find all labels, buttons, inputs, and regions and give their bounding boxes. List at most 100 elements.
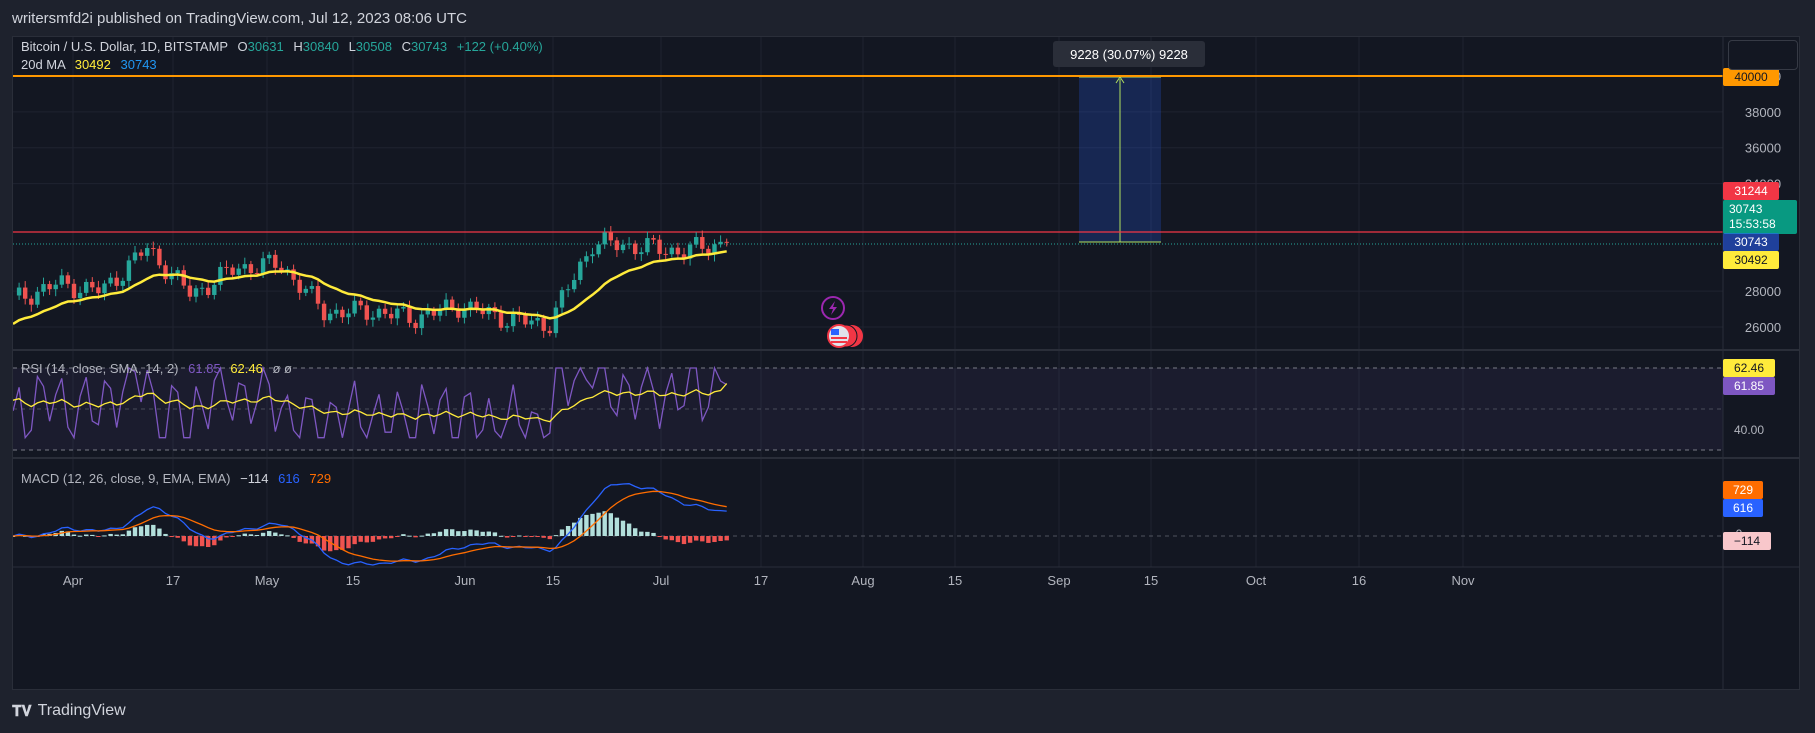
time-axis-tick: Apr	[63, 573, 84, 588]
macd-hist-bar	[267, 531, 272, 536]
macd-hist-bar	[370, 536, 376, 542]
candle-body	[401, 307, 406, 309]
macd-hist-bar	[77, 535, 83, 537]
macd-hist-bar	[297, 536, 302, 542]
macd-hist-bar	[651, 532, 656, 536]
candle-body	[102, 283, 107, 294]
countdown-badge: 15:53:58	[1729, 217, 1776, 231]
macd-hist-bar	[169, 536, 174, 537]
candle-body	[724, 241, 729, 243]
macd-hist-bar	[492, 532, 498, 536]
macd-hist-bar	[645, 531, 650, 536]
macd-hist-bar	[248, 534, 254, 536]
candle-body	[273, 254, 278, 268]
macd-hist-bar	[687, 536, 693, 543]
ma-legend: 20d MA 30492 30743	[21, 57, 157, 72]
events[interactable]	[821, 296, 863, 348]
candle-body	[450, 299, 455, 309]
footer: 𝐓𝐕 TradingView	[12, 699, 126, 723]
macd-signal-badge-bg	[1723, 481, 1763, 499]
candle-body	[187, 285, 193, 297]
time-axis[interactable]: Apr 17 May 15 Jun 15 Jul 17 Aug 15 Sep 15 Oct 16 Nov	[63, 573, 1475, 588]
flag-canton	[831, 329, 839, 335]
macd-hist-badge: −114	[1734, 534, 1760, 548]
candle-body	[291, 269, 296, 280]
macd-hist-bar	[236, 535, 241, 537]
macd-hist-bar	[138, 526, 144, 536]
macd-hist-bar	[212, 536, 217, 546]
rsi-sma-line	[13, 383, 728, 423]
macd-hist-bar	[602, 511, 607, 536]
candle-body	[35, 291, 40, 305]
time-axis-tick: May	[255, 573, 280, 588]
candle-body	[633, 243, 638, 255]
macd-line	[13, 483, 727, 566]
macd-hist-bar	[480, 531, 485, 536]
macd-hist-bar	[358, 536, 363, 542]
candle-body	[59, 275, 64, 285]
candle-body	[16, 287, 22, 296]
macd-hist-bar	[23, 535, 28, 537]
time-axis-tick: 15	[546, 573, 560, 588]
macd-hist-bar	[498, 535, 504, 537]
candle-body	[608, 232, 613, 241]
macd-hist-bar	[71, 534, 77, 536]
candle-body	[248, 264, 254, 274]
candle-body	[675, 247, 681, 255]
rsi-axis-tick: 40.00	[1734, 423, 1764, 437]
candle-body	[596, 244, 601, 255]
rsi-legend: RSI (14, close, SMA, 14, 2) 61.85 62.46 …	[21, 361, 292, 376]
candle-body	[297, 279, 302, 293]
main-legend[interactable]: Bitcoin / U.S. Dollar, 1D, BITSTAMP O306…	[21, 39, 543, 486]
macd-hist-bar	[291, 536, 296, 538]
brand-text: TradingView	[37, 702, 126, 719]
macd-hist-bar	[395, 536, 400, 537]
price-axis-tick: 28000	[1745, 284, 1781, 299]
candle-body	[218, 266, 223, 285]
candle-body	[321, 303, 327, 321]
macd-hist-bar	[523, 536, 528, 537]
candle-body	[413, 322, 418, 329]
candle-body	[364, 305, 369, 320]
candle-body	[279, 267, 284, 271]
macd-hist-bar	[535, 536, 540, 537]
close-badge-bg	[1723, 233, 1779, 251]
candle-body	[443, 299, 449, 310]
macd-hist-bar	[321, 536, 327, 551]
candle-body	[254, 273, 260, 275]
candle-body	[346, 313, 351, 318]
macd-hist-bar	[626, 523, 632, 536]
time-axis-tick: 16	[1352, 573, 1366, 588]
chart-settings-box[interactable]	[1728, 40, 1798, 70]
candle-body	[230, 267, 235, 275]
candle-body	[212, 284, 217, 295]
ma-badge-bg	[1723, 251, 1779, 269]
publisher-text: writersmfd2i published on TradingView.co…	[12, 10, 467, 27]
candle-body	[138, 252, 144, 256]
macd-hist-bar	[450, 529, 455, 536]
grid	[13, 37, 1723, 567]
rsi-sma-badge-bg	[1723, 359, 1775, 377]
macd-hist-bar	[681, 536, 687, 545]
macd-hist-bar	[419, 535, 424, 537]
candle-body	[151, 248, 156, 250]
chart-frame[interactable]: 9228 (30.07%) 9228	[12, 36, 1800, 690]
candle-body	[572, 279, 577, 290]
macd-hist-bar	[706, 536, 711, 543]
chart-canvas[interactable]: 9228 (30.07%) 9228	[13, 37, 1799, 689]
candle-body	[590, 254, 595, 257]
candle-body	[309, 286, 315, 289]
measure-tool[interactable]: 9228 (30.07%) 9228	[1053, 41, 1205, 243]
candle-body	[480, 309, 485, 315]
candle-body	[541, 317, 546, 331]
candle-body	[462, 309, 467, 318]
candle-body	[47, 284, 52, 290]
candle-body	[132, 252, 138, 261]
candle-body	[260, 258, 266, 274]
candle-body	[352, 300, 357, 314]
us-flag-event-icon[interactable]	[827, 324, 851, 348]
macd-hist-bar	[401, 534, 406, 536]
candle-body	[687, 244, 693, 259]
candle-body	[23, 287, 28, 299]
tradingview-logo-icon[interactable]: 𝐓𝐕	[12, 702, 32, 720]
